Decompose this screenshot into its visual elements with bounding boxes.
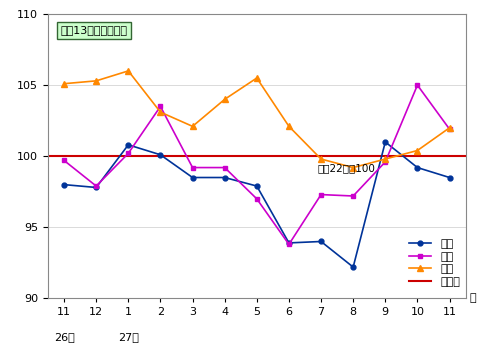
Legend: 生産, 出荷, 在庫, 基準値: 生産, 出荷, 在庫, 基準値: [409, 239, 460, 287]
Text: 27年: 27年: [118, 332, 139, 343]
Text: 26年: 26年: [54, 332, 74, 343]
Text: 月: 月: [470, 293, 477, 303]
Text: 平成22年＝100: 平成22年＝100: [317, 163, 375, 173]
Text: 最近13か月間の動き: 最近13か月間の動き: [60, 25, 128, 35]
